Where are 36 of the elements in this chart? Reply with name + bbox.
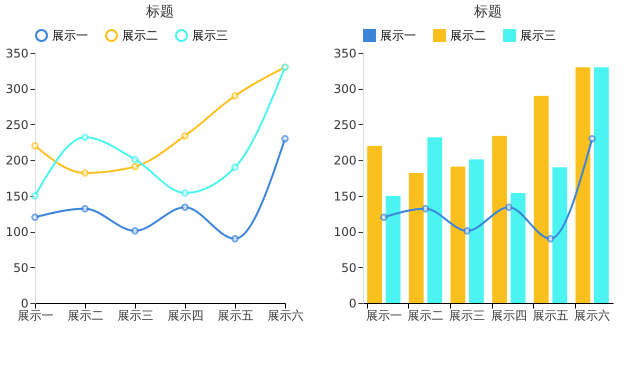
x-tick-label: 展示二 [68,308,104,322]
legend-label: 展示一 [52,28,88,43]
y-tick-label: 200 [334,154,356,168]
y-tick-label: 50 [13,260,28,275]
y-tick-label: 350 [6,46,28,60]
x-tick-label: 展示四 [490,308,527,322]
x-tick-label: 展示五 [218,308,254,322]
x-tick-label: 展示二 [408,308,444,322]
y-tick-label: 150 [334,189,356,204]
x-tick-label: 展示一 [18,308,54,322]
x-tick-label: 展示六 [574,308,610,322]
y-tick-label: 350 [334,46,356,60]
y-tick-label: 200 [6,154,28,168]
x-tick-label: 展示五 [532,308,568,322]
y-tick-label: 100 [334,225,356,240]
x-tick-label: 展示三 [118,308,154,322]
legend-label: 展示一 [380,28,416,43]
chart-title: 标题 [473,4,502,20]
y-tick-label: 100 [6,225,28,240]
y-tick-label: 150 [6,189,28,204]
y-tick-label: 50 [341,260,356,275]
y-tick-label: 0 [348,296,356,310]
legend-label: 展示二 [450,28,486,43]
y-tick-label: 250 [6,118,28,132]
y-tick-label: 300 [334,82,356,96]
x-tick-label: 展示三 [449,308,486,322]
y-tick-label: 300 [6,82,28,96]
y-tick-label: 250 [334,118,356,132]
legend-label: 展示二 [122,28,158,43]
legend-label: 展示三 [192,28,228,43]
x-tick-label: 展示一 [366,308,402,322]
legend-label: 展示三 [520,28,556,43]
x-tick-label: 展示四 [168,308,204,322]
chart-title: 标题 [145,4,174,20]
x-tick-label: 展示六 [268,308,304,322]
y-tick-label: 0 [20,296,28,310]
